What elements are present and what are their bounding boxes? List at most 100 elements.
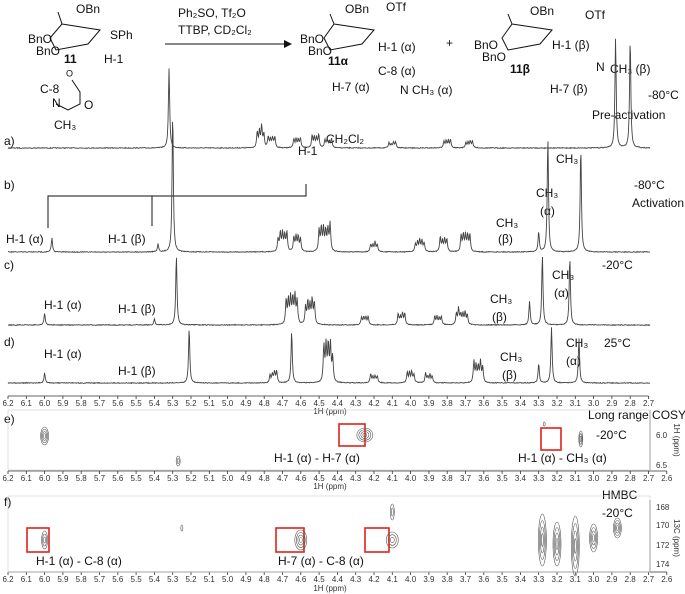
x-tick-label: 3.4 [515, 399, 527, 408]
annotation: H-1 (β) [118, 302, 156, 316]
y-tick-label: 172 [656, 541, 670, 550]
x-tick-label: 3.0 [588, 399, 600, 408]
x-tick-label: 4.6 [295, 474, 307, 483]
x-tick-label: 3.6 [478, 474, 490, 483]
stage: Activation [632, 196, 684, 210]
spectrum [8, 121, 651, 254]
x-tick-label: 3.1 [570, 474, 582, 483]
y-tick-label: 6.0 [656, 431, 668, 440]
highlight [338, 423, 366, 447]
contour [180, 524, 184, 532]
contour [360, 431, 370, 439]
label: BnO [28, 32, 52, 46]
x-tick-label: 6.0 [39, 575, 51, 584]
x-tick-label: 3.8 [442, 399, 454, 408]
temperature: 25°C [604, 336, 631, 350]
annotation: CH₃ [496, 216, 518, 230]
label: 11 [64, 52, 77, 66]
x-tick-label: 5.7 [94, 575, 106, 584]
contour [571, 523, 579, 569]
annotation: CH₃ [490, 292, 512, 306]
contour [43, 433, 46, 439]
contour [297, 534, 305, 546]
x-tick-label: 4.1 [387, 474, 399, 483]
contour [385, 531, 399, 549]
y-axis-label: 13C (ppm) [672, 519, 681, 557]
x-tick-label: 3.7 [460, 575, 472, 584]
x-tick-label: 5.0 [222, 575, 234, 584]
contour [539, 520, 546, 560]
ring [323, 13, 375, 51]
annotation: CH₃ [500, 350, 522, 364]
x-tick-label: 3.8 [442, 575, 454, 584]
x-tick-label: 4.0 [405, 399, 417, 408]
label: O [66, 68, 73, 78]
contour [613, 517, 622, 539]
x-tick-label: 4.5 [314, 575, 326, 584]
label: BnO [308, 44, 332, 58]
y-tick-label: 168 [656, 503, 670, 512]
annotation: CH₃ [556, 152, 578, 166]
contour [555, 538, 559, 550]
x-tick-label: 3.1 [570, 399, 582, 408]
x-tick-label: 5.5 [131, 575, 143, 584]
x-tick-label: 2.9 [606, 399, 618, 408]
panel-label: b) [4, 178, 15, 192]
x-axis-label: 1H (ppm) [313, 584, 347, 593]
x-tick-label: 5.8 [76, 399, 88, 408]
annotation: CH₃ [566, 336, 588, 350]
label: 11α [328, 54, 349, 68]
annotation: (β) [498, 232, 513, 246]
y-tick-label: 6.5 [656, 461, 668, 470]
label: H-1 (α) [378, 40, 416, 54]
x-tick-label: 4.0 [405, 474, 417, 483]
x-tick-label: 5.8 [76, 474, 88, 483]
x-tick-label: 4.0 [405, 575, 417, 584]
x-tick-label: 3.7 [460, 399, 472, 408]
x-tick-label: 4.5 [314, 399, 326, 408]
label: BnO [300, 32, 324, 46]
annotation: H-1 (α) [44, 298, 82, 312]
contour [175, 455, 181, 467]
x-tick-label: 5.0 [222, 474, 234, 483]
x-tick-label: 2.7 [643, 474, 655, 483]
x-tick-label: 4.4 [332, 575, 344, 584]
x-tick-label: 6.1 [21, 474, 33, 483]
x-tick-label: 4.1 [387, 399, 399, 408]
x-tick-label: 4.6 [295, 575, 307, 584]
panel-label: f) [4, 495, 11, 509]
x-tick-label: 5.3 [167, 575, 179, 584]
x-tick-label: 3.2 [551, 399, 563, 408]
label: 11β [510, 62, 530, 76]
x-tick-label: 5.5 [131, 399, 143, 408]
panel-label: c) [4, 258, 14, 272]
annotation: CH₂Cl₂ [326, 132, 364, 146]
x-tick-label: 4.8 [259, 399, 271, 408]
temperature: -20°C [602, 506, 633, 520]
x-tick-label: 3.4 [515, 474, 527, 483]
temperature: -80°C [648, 88, 679, 102]
label: C-8 [40, 82, 60, 96]
contour [295, 532, 306, 548]
x-tick-label: 2.8 [625, 575, 637, 584]
contour [616, 525, 619, 531]
x-tick-label: 4.9 [240, 399, 252, 408]
y-tick-label: 174 [656, 560, 670, 569]
x-tick-label: 5.3 [167, 474, 179, 483]
x-tick-label: 3.5 [497, 399, 509, 408]
x-tick-label: 5.2 [185, 575, 197, 584]
label: OBn [345, 2, 369, 16]
contour [41, 428, 48, 444]
x-tick-label: 5.9 [57, 575, 69, 584]
contour [538, 513, 547, 567]
x-tick-label: 5.6 [112, 474, 124, 483]
reagents: Ph₂SO, Tf₂O [178, 6, 246, 20]
annotation: H-1 [298, 144, 318, 158]
experiment: Long range COSY [588, 408, 685, 422]
x-tick-label: 4.3 [350, 399, 362, 408]
x-tick-label: 5.6 [112, 399, 124, 408]
contour [578, 430, 584, 448]
contour [294, 529, 308, 551]
spectrum [7, 327, 651, 385]
x-tick-label: 5.7 [94, 399, 106, 408]
